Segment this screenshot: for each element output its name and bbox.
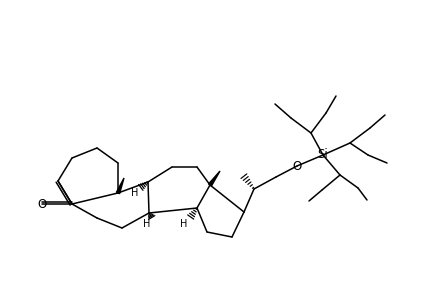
- Text: O: O: [292, 160, 302, 172]
- Polygon shape: [116, 178, 124, 194]
- Text: Si: Si: [318, 148, 328, 161]
- Text: H: H: [143, 219, 151, 229]
- Text: O: O: [37, 198, 47, 210]
- Polygon shape: [208, 171, 220, 186]
- Text: H: H: [180, 219, 188, 229]
- Text: H: H: [131, 188, 139, 198]
